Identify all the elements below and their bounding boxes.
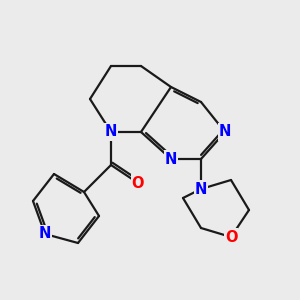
Text: N: N bbox=[39, 226, 51, 242]
Text: N: N bbox=[219, 124, 231, 140]
Text: N: N bbox=[165, 152, 177, 166]
Text: N: N bbox=[105, 124, 117, 140]
Text: N: N bbox=[195, 182, 207, 196]
Text: O: O bbox=[132, 176, 144, 190]
Text: O: O bbox=[225, 230, 237, 244]
